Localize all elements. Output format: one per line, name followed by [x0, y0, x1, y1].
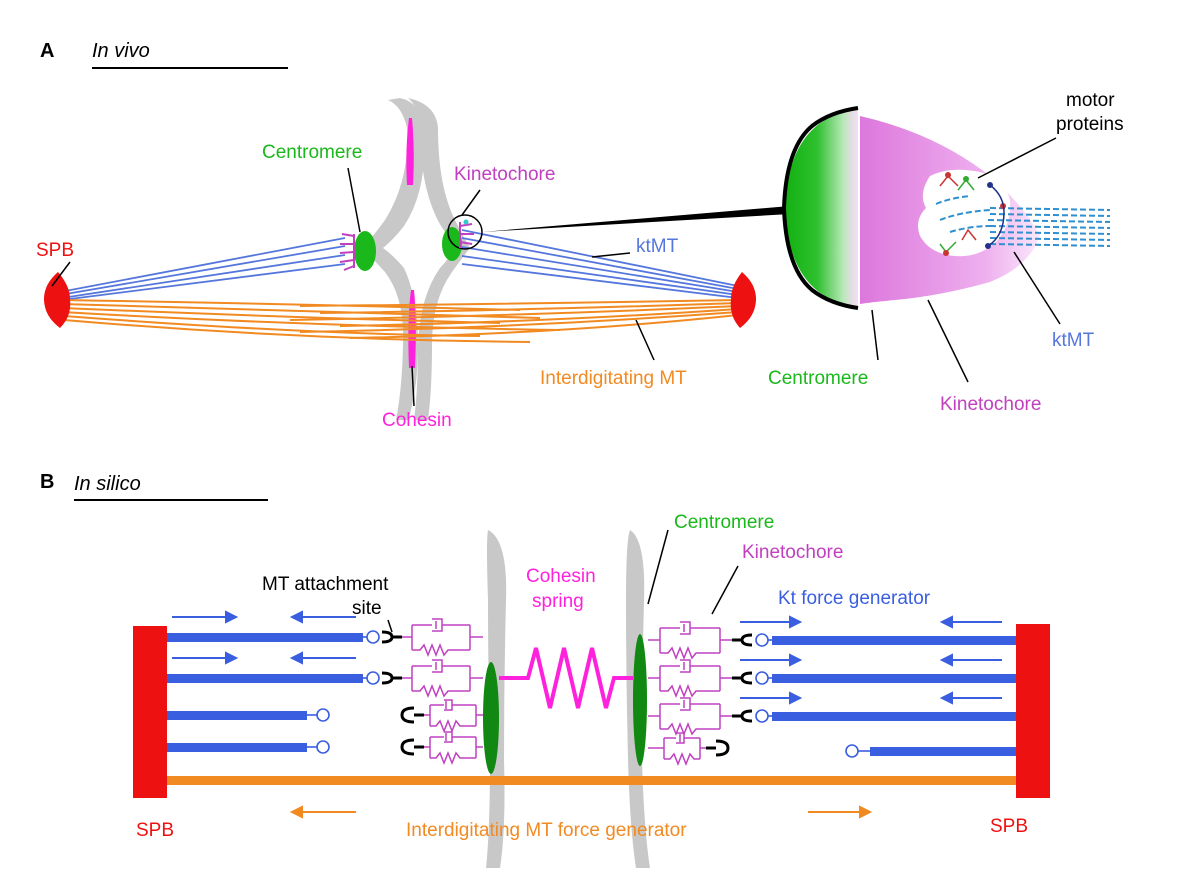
inset-label-motor-1: motor — [1066, 90, 1115, 111]
label-interdigitating: Interdigitating MT — [540, 368, 687, 389]
label-kinetochore-b: Kinetochore — [742, 542, 843, 563]
inset-label-ktmt: ktMT — [1052, 330, 1095, 351]
interdigitating-mt-bar — [165, 776, 1017, 785]
leader-inset-centromere — [871, 309, 879, 361]
leader-centromere-b — [647, 529, 669, 605]
leader-inset-ktmt — [1013, 251, 1061, 325]
centromere-right-b — [633, 634, 647, 766]
spring-dashpots-left — [402, 618, 483, 766]
leader-ktmt — [591, 252, 631, 258]
inset-centromere — [784, 110, 858, 306]
cohesin-spring — [499, 647, 633, 709]
ktmt-lines-left — [59, 237, 346, 301]
spb-left-b — [133, 626, 167, 798]
inset: motor proteins ktMT Centromere Kinetocho… — [768, 90, 1124, 415]
inset-cavity — [918, 169, 1011, 257]
inset-ktmt — [935, 195, 1111, 247]
panel-a-letter: A — [40, 40, 54, 62]
leader-centromere — [347, 167, 361, 233]
kinetochore-left — [339, 233, 355, 271]
kinetochore-detail — [463, 219, 469, 225]
mt-tip-stems — [307, 636, 870, 752]
label-spb-right: SPB — [990, 816, 1028, 837]
inset-label-centromere: Centromere — [768, 368, 868, 389]
right-mts — [772, 636, 1016, 756]
left-mts — [167, 633, 363, 752]
leader-inset-kinetochore — [927, 299, 969, 383]
leader-kinetochore-b — [711, 565, 739, 615]
leader-mt-attach — [387, 619, 393, 633]
label-cohesin-1: Cohesin — [526, 566, 596, 587]
interdigitating-force-arrows — [289, 805, 873, 819]
label-ktmt: ktMT — [636, 236, 679, 257]
label-kinetochore: Kinetochore — [454, 164, 555, 185]
attachment-hooks — [381, 630, 753, 757]
spb-right — [730, 272, 756, 328]
panel-b-letter: B — [40, 471, 54, 493]
panel-a: A In vivo — [36, 40, 1124, 431]
label-mt-attach-1: MT attachment — [262, 574, 389, 595]
ktmt-lines-right — [461, 229, 739, 299]
panel-a-subtitle: In vivo — [92, 40, 150, 62]
spring-dashpots-right — [648, 621, 732, 767]
spb-left — [44, 272, 71, 328]
leader-interdigitating — [635, 319, 655, 361]
label-interdigitating-force: Interdigitating MT force generator — [406, 820, 687, 841]
inset-label-motor-2: proteins — [1056, 114, 1124, 135]
label-spb: SPB — [36, 240, 74, 261]
label-cohesin-2: spring — [532, 591, 584, 612]
kinetochore-right — [459, 222, 474, 248]
kt-force-arrows — [172, 610, 1002, 705]
leader-cohesin — [411, 365, 415, 407]
label-mt-attach-2: site — [352, 598, 382, 619]
leader-spb — [51, 261, 71, 287]
interdigitating-mts — [61, 299, 739, 343]
label-spb-left: SPB — [136, 820, 174, 841]
cohesin-top — [406, 118, 414, 185]
magnify-pointer — [482, 206, 790, 232]
label-cohesin: Cohesin — [382, 410, 452, 431]
label-centromere: Centromere — [262, 142, 362, 163]
inset-label-kinetochore: Kinetochore — [940, 394, 1041, 415]
spb-right-b — [1016, 624, 1050, 798]
inset-centromere-outline — [781, 106, 859, 310]
inset-motor-proteins — [939, 172, 1006, 256]
mt-tips — [316, 630, 859, 758]
centromere-left — [354, 231, 376, 271]
leader-motor — [977, 137, 1057, 179]
label-centromere-b: Centromere — [674, 512, 774, 533]
centromere-left-b — [483, 662, 499, 774]
panel-b: B In silico — [40, 471, 1050, 868]
label-kt-force: Kt force generator — [778, 588, 931, 609]
panel-b-subtitle: In silico — [74, 473, 141, 495]
leader-kinetochore — [461, 189, 481, 216]
